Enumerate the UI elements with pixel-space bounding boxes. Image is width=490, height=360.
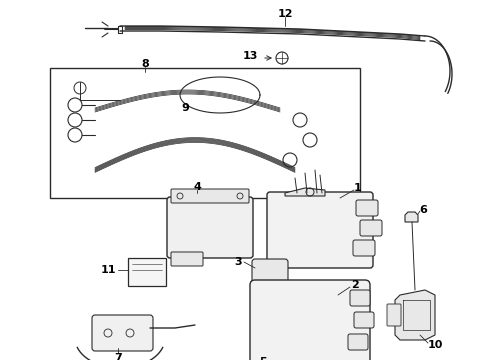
Circle shape: [68, 128, 82, 142]
Polygon shape: [285, 188, 325, 196]
FancyBboxPatch shape: [353, 240, 375, 256]
FancyBboxPatch shape: [360, 220, 382, 236]
Circle shape: [68, 113, 82, 127]
Circle shape: [303, 133, 317, 147]
Text: 9: 9: [181, 103, 189, 113]
FancyBboxPatch shape: [350, 290, 370, 306]
FancyBboxPatch shape: [354, 312, 374, 328]
FancyBboxPatch shape: [348, 334, 368, 350]
FancyBboxPatch shape: [171, 252, 203, 266]
Text: 2: 2: [351, 280, 359, 290]
Bar: [128, 258, 166, 286]
Polygon shape: [395, 290, 435, 340]
Circle shape: [283, 153, 297, 167]
FancyBboxPatch shape: [92, 315, 153, 351]
Circle shape: [293, 113, 307, 127]
Text: 7: 7: [114, 353, 122, 360]
Text: 5: 5: [259, 357, 267, 360]
FancyBboxPatch shape: [171, 189, 249, 203]
FancyBboxPatch shape: [167, 197, 253, 258]
Text: 4: 4: [193, 182, 201, 192]
Circle shape: [74, 82, 86, 94]
Text: 3: 3: [234, 257, 242, 267]
FancyBboxPatch shape: [250, 280, 370, 360]
Text: 11: 11: [100, 265, 116, 275]
Text: 13: 13: [243, 51, 258, 61]
Circle shape: [68, 98, 82, 112]
Polygon shape: [405, 212, 418, 222]
Text: 8: 8: [141, 59, 149, 69]
Text: 1: 1: [354, 183, 362, 193]
FancyBboxPatch shape: [267, 192, 373, 268]
FancyBboxPatch shape: [252, 259, 288, 287]
FancyBboxPatch shape: [387, 304, 401, 326]
FancyBboxPatch shape: [356, 200, 378, 216]
Bar: [50, 68, 360, 198]
Text: 10: 10: [427, 340, 442, 350]
Text: 6: 6: [419, 205, 427, 215]
Text: 12: 12: [277, 9, 293, 19]
